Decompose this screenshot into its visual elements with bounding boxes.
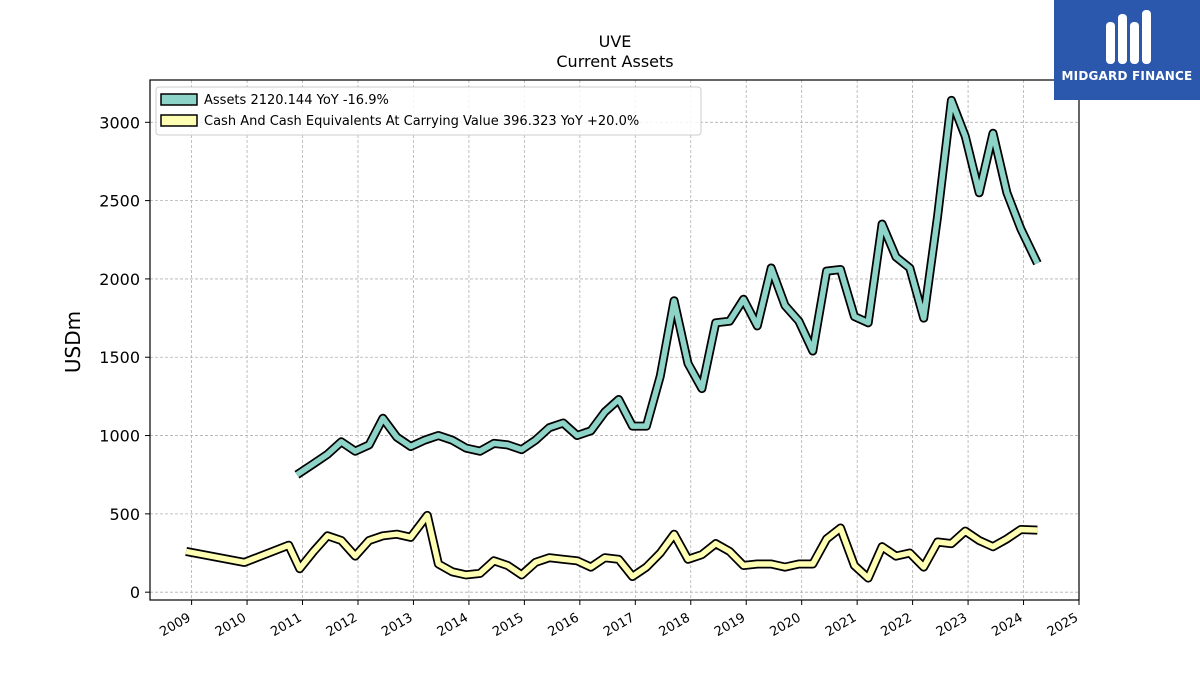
x-tick-label: 2022 xyxy=(878,610,914,640)
logo-text: MIDGARD FINANCE xyxy=(1061,69,1193,83)
x-tick-label: 2014 xyxy=(435,610,471,640)
legend-swatch-assets xyxy=(160,93,198,106)
chart-title: UVE xyxy=(599,32,632,51)
y-tick-label: 0 xyxy=(130,583,140,602)
x-tick-label: 2016 xyxy=(546,610,582,640)
legend-label-cash: Cash And Cash Equivalents At Carrying Va… xyxy=(204,114,639,129)
legend: Assets 2120.144 YoY -16.9% Cash And Cash… xyxy=(155,86,702,136)
y-tick-label: 2000 xyxy=(99,270,140,289)
brand-logo: MIDGARD FINANCE xyxy=(1054,0,1200,100)
series-line-1 xyxy=(185,512,1038,581)
x-tick-label: 2018 xyxy=(657,610,693,640)
x-tick-label: 2017 xyxy=(601,610,637,640)
series-outline-1 xyxy=(185,510,1038,583)
y-tick-label: 1000 xyxy=(99,427,140,446)
chart-subtitle: Current Assets xyxy=(556,52,673,71)
y-tick-label: 500 xyxy=(109,505,140,524)
y-tick-label: 3000 xyxy=(99,113,140,132)
legend-box xyxy=(155,86,702,136)
series-line-0 xyxy=(295,97,1040,477)
x-tick-label: 2012 xyxy=(324,610,360,640)
x-tick-label: 2013 xyxy=(379,610,415,640)
x-tick-label: 2024 xyxy=(989,610,1025,640)
y-tick-label: 1500 xyxy=(99,348,140,367)
series-layer xyxy=(185,95,1042,583)
x-tick-label: 2021 xyxy=(823,610,859,640)
logo-mark-icon xyxy=(1054,0,1200,100)
x-tick-label: 2015 xyxy=(490,610,526,640)
x-tick-label: 2020 xyxy=(768,610,804,640)
y-tick-label: 2500 xyxy=(99,192,140,211)
x-tick-label: 2011 xyxy=(268,610,304,640)
y-axis-label: USDm xyxy=(61,311,85,373)
x-tick-label: 2019 xyxy=(712,610,748,640)
legend-swatch-cash xyxy=(160,114,198,127)
legend-label-assets: Assets 2120.144 YoY -16.9% xyxy=(204,93,389,108)
x-tick-label: 2023 xyxy=(934,610,970,640)
x-tick-label: 2009 xyxy=(157,610,193,640)
plot-frame xyxy=(149,79,1080,601)
grid xyxy=(150,80,1080,600)
x-tick-label: 2025 xyxy=(1045,610,1081,640)
x-tick-label: 2010 xyxy=(213,610,249,640)
